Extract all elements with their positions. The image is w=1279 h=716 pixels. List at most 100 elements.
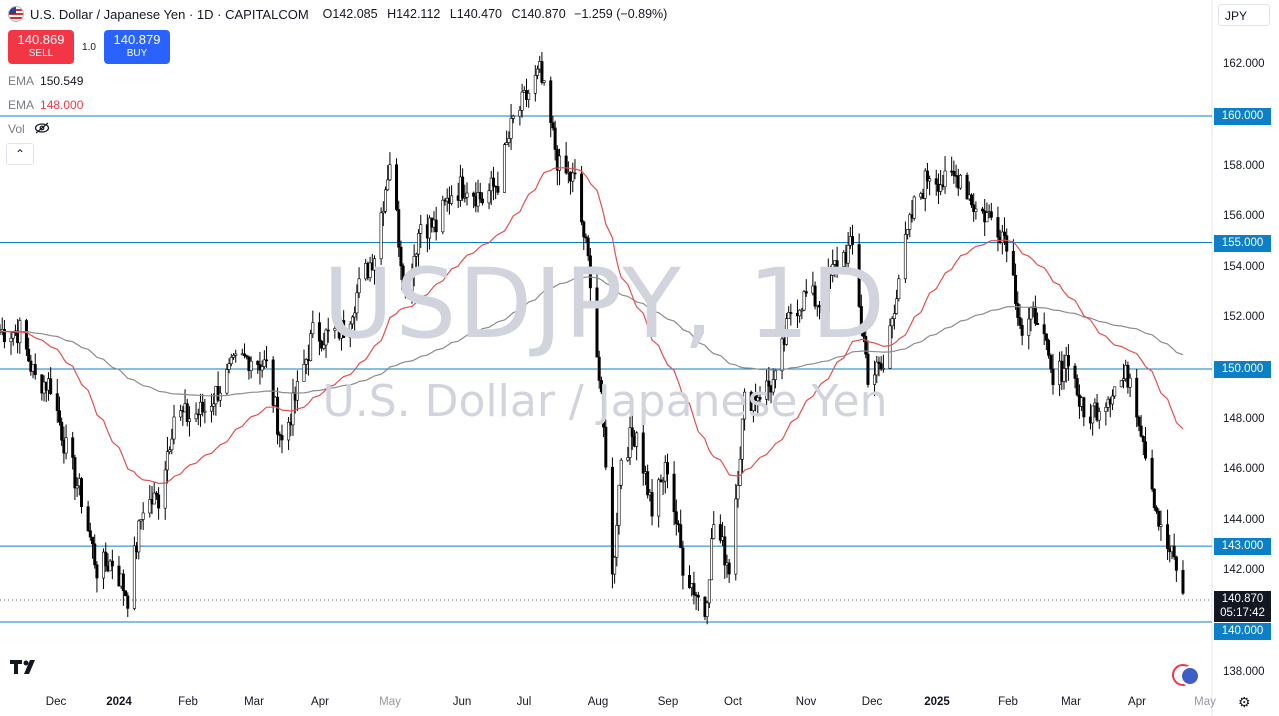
candle: [1042, 312, 1046, 345]
tradingview-logo-icon[interactable]: [10, 658, 42, 681]
candle: [379, 207, 383, 265]
candle: [1128, 373, 1132, 397]
candle: [386, 165, 390, 192]
y-tick-label: 154.000: [1223, 260, 1265, 273]
candle: [170, 428, 174, 455]
candle: [137, 519, 141, 560]
candle: [410, 263, 414, 304]
candle: [185, 398, 189, 427]
indicator-ema-fast[interactable]: EMA 148.000: [8, 98, 83, 112]
settings-gear-icon[interactable]: ⚙: [1238, 694, 1251, 710]
candle: [813, 281, 817, 310]
close-value: 140.870: [520, 7, 566, 21]
low-label: L: [449, 7, 457, 21]
candle: [232, 353, 236, 360]
candle: [1020, 318, 1024, 346]
candle: [875, 355, 879, 384]
candle: [357, 267, 361, 299]
candle: [626, 447, 630, 462]
candle: [278, 431, 282, 448]
candle: [1062, 354, 1066, 390]
candle: [1073, 363, 1077, 389]
indicator-volume[interactable]: Vol: [8, 122, 50, 137]
candle: [60, 417, 64, 447]
candle: [985, 202, 989, 223]
candle: [958, 174, 962, 190]
candle: [866, 340, 870, 388]
candle: [372, 255, 376, 285]
candle: [95, 561, 99, 593]
watermark-name: U.S. Dollar / Japanese Yen: [322, 376, 888, 427]
currency-button[interactable]: JPY: [1218, 4, 1270, 26]
candle: [804, 279, 808, 297]
x-tick-label: Sep: [657, 696, 679, 708]
candle: [1144, 426, 1148, 461]
candle: [710, 528, 714, 581]
candle: [1166, 509, 1170, 560]
symbol-header[interactable]: U.S. Dollar / Japanese Yen · 1D · CAPITA…: [8, 6, 667, 22]
candle: [892, 304, 896, 330]
candle: [692, 571, 696, 605]
indicator-name: EMA: [8, 74, 35, 88]
candle: [1075, 374, 1079, 397]
candle: [923, 168, 927, 212]
candle: [64, 424, 68, 460]
candle: [324, 328, 328, 358]
candle: [27, 337, 31, 363]
open-label: O: [322, 7, 333, 21]
y-tick-label: 144.000: [1223, 513, 1265, 526]
candle: [73, 454, 77, 501]
sell-button[interactable]: 140.869 SELL: [8, 30, 74, 64]
candle: [249, 356, 253, 379]
candle: [11, 331, 15, 346]
candle: [981, 206, 985, 214]
candle: [657, 477, 661, 528]
candle: [864, 324, 868, 359]
eye-off-icon[interactable]: [34, 122, 50, 137]
buy-button[interactable]: 140.879 BUY: [104, 30, 170, 64]
candle: [86, 500, 90, 533]
candle: [588, 248, 592, 302]
candle: [397, 200, 401, 257]
candle: [417, 229, 421, 269]
collapse-legend-button[interactable]: ⌃: [6, 143, 34, 165]
candle: [1036, 312, 1040, 325]
candle: [295, 370, 299, 411]
candle: [542, 80, 546, 86]
candle: [696, 591, 700, 611]
buy-price: 140.879: [113, 32, 161, 47]
candle: [256, 360, 260, 374]
candle: [740, 418, 744, 474]
candle: [381, 201, 385, 227]
candle: [553, 120, 557, 161]
candle: [582, 220, 586, 251]
candle: [234, 349, 238, 363]
candle: [1051, 353, 1055, 395]
candle: [280, 424, 284, 454]
candle: [939, 170, 943, 196]
candle: [723, 525, 727, 579]
candle: [487, 183, 491, 210]
candle: [1152, 488, 1156, 511]
candle: [688, 565, 692, 589]
candle: [388, 152, 392, 181]
candle: [617, 484, 621, 535]
candle: [599, 376, 603, 395]
candle: [943, 156, 947, 194]
bar-countdown: 05:17:42: [1220, 607, 1265, 619]
candle: [463, 184, 467, 203]
indicator-ema-slow[interactable]: EMA 150.549: [8, 74, 83, 88]
candle: [533, 65, 537, 102]
candle: [707, 579, 711, 609]
candle: [245, 354, 249, 360]
sell-label: SELL: [28, 48, 54, 59]
candle: [859, 294, 863, 337]
candle: [1049, 353, 1053, 373]
candle: [674, 499, 678, 536]
candle: [734, 483, 738, 581]
candle: [395, 158, 399, 212]
candle: [527, 89, 531, 108]
candle: [771, 368, 775, 396]
candle: [802, 289, 806, 312]
